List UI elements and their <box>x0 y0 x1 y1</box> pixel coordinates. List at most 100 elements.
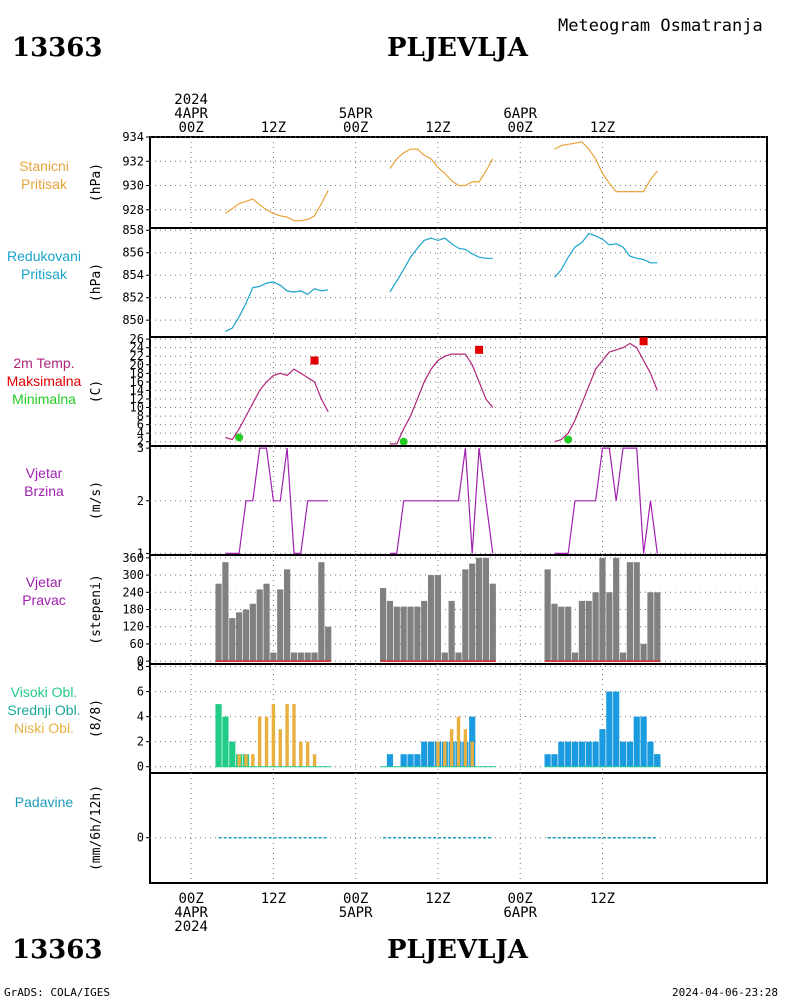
wind-direction-bar <box>414 606 421 662</box>
top-time-label: 00Z <box>508 120 533 136</box>
y-tick-label: 858 <box>122 223 144 237</box>
cloud-bar <box>414 754 421 767</box>
wind-direction-bar <box>606 592 613 662</box>
y-axis-label: (C) <box>89 380 104 403</box>
wind-direction-bar <box>393 606 400 662</box>
cloud-bar <box>229 741 236 767</box>
cloud-bar <box>215 704 222 767</box>
y-tick-label: 0 <box>137 654 144 668</box>
y-tick-label: 2 <box>137 735 144 749</box>
wind-direction-bar <box>242 609 250 662</box>
cloud-bar <box>558 741 565 767</box>
wind-direction-bar <box>325 626 332 662</box>
cloud-bar <box>386 754 394 767</box>
y-tick-label: 3 <box>137 441 144 455</box>
panel-frame <box>149 772 768 884</box>
product-title: Meteogram Osmatranja <box>558 16 763 36</box>
wind-direction-bar <box>613 557 620 662</box>
y-tick-label: 932 <box>122 154 144 168</box>
wind-direction-bar <box>565 606 572 662</box>
wind-direction-bar <box>489 583 496 662</box>
cloud-bar <box>606 691 613 767</box>
panel-label: Pravac <box>22 592 66 608</box>
wind-direction-bar <box>592 592 599 662</box>
cloud-bar <box>470 741 474 767</box>
y-tick-label: 930 <box>122 179 144 193</box>
wind-direction-bar <box>386 600 394 662</box>
station-name-bottom: PLJEVLJA <box>387 935 529 965</box>
wind-direction-bar <box>619 652 627 662</box>
wind-direction-bar <box>236 612 243 662</box>
cloud-bar <box>551 754 558 767</box>
panel-0: 928 930 932 934 (hPa) Stanicni Pritisak <box>19 130 768 229</box>
y-tick-label: 0 <box>137 831 144 845</box>
panel-1: 850 852 854 856 858 (hPa) Redukovani Pritisak <box>7 223 768 338</box>
cloud-bar <box>647 741 654 767</box>
station-name-top: PLJEVLJA <box>387 33 529 63</box>
cloud-bar <box>244 754 248 767</box>
max-temp-marker <box>310 356 319 365</box>
y-tick-label: 0 <box>137 760 144 774</box>
y-axis-label: (8/8) <box>89 699 104 738</box>
series-line <box>389 448 494 555</box>
top-time-label: 2024 <box>174 92 208 108</box>
cloud-bar <box>585 741 592 767</box>
top-time-label: 12Z <box>590 120 615 136</box>
y-tick-label: 856 <box>122 246 144 260</box>
cloud-bar <box>251 754 255 767</box>
y-axis-label: (hPa) <box>89 163 104 202</box>
cloud-bar <box>592 741 599 767</box>
cloud-bar <box>222 716 229 767</box>
wind-direction-bar <box>455 652 462 662</box>
min-temp-marker <box>399 437 408 446</box>
cloud-bar <box>565 741 572 767</box>
cloud-bar <box>544 754 551 767</box>
wind-direction-bar <box>407 606 414 662</box>
panel-frame <box>149 554 768 665</box>
y-tick-label: 1 <box>137 546 144 560</box>
y-tick-label: 850 <box>122 313 144 327</box>
bottom-time-label: 00Z <box>343 891 368 907</box>
y-tick-label: 180 <box>122 603 144 617</box>
top-time-label: 12Z <box>425 120 450 136</box>
cloud-bar <box>619 741 627 767</box>
panel-frame <box>149 136 768 229</box>
series-line <box>554 141 658 193</box>
cloud-bar <box>278 729 282 767</box>
cloud-bar <box>292 704 296 767</box>
cloud-bar <box>400 754 407 767</box>
y-tick-label: 934 <box>122 130 144 144</box>
wind-direction-bar <box>585 600 592 662</box>
cloud-bar <box>237 754 241 767</box>
y-axis-label: (hPa) <box>89 263 104 302</box>
cloud-bar <box>456 716 461 767</box>
top-time-label: 00Z <box>178 120 203 136</box>
series-line <box>389 237 493 293</box>
wind-direction-bar <box>599 557 606 662</box>
bottom-time-label: 00Z <box>508 891 533 907</box>
panel-5: 0 2 4 6 8 (8/8) Visoki Obl. Srednji Obl. Niski O… <box>7 660 768 774</box>
wind-direction-bar <box>558 606 565 662</box>
wind-direction-bar <box>544 569 551 662</box>
series-line <box>225 281 329 332</box>
series-line <box>389 148 494 187</box>
y-tick-label: 60 <box>130 637 144 651</box>
y-tick-label: 4 <box>137 710 144 724</box>
min-temp-marker <box>235 433 244 442</box>
y-tick-label: 6 <box>137 418 144 432</box>
panel-label: Visoki Obl. <box>11 684 78 700</box>
cloud-bar <box>299 741 303 767</box>
wind-direction-bar <box>654 592 661 662</box>
wind-direction-bar <box>482 557 490 662</box>
cloud-bar <box>312 754 317 767</box>
panel-label: 2m Temp. <box>13 355 74 371</box>
wind-direction-bar <box>640 643 647 662</box>
wind-direction-bar <box>318 562 325 662</box>
wind-direction-bar <box>475 557 483 662</box>
bottom-time-label: 5APR <box>339 905 373 921</box>
station-id-bottom: 13363 <box>12 935 102 965</box>
wind-direction-bar <box>448 600 455 662</box>
wind-direction-bar <box>441 652 448 662</box>
